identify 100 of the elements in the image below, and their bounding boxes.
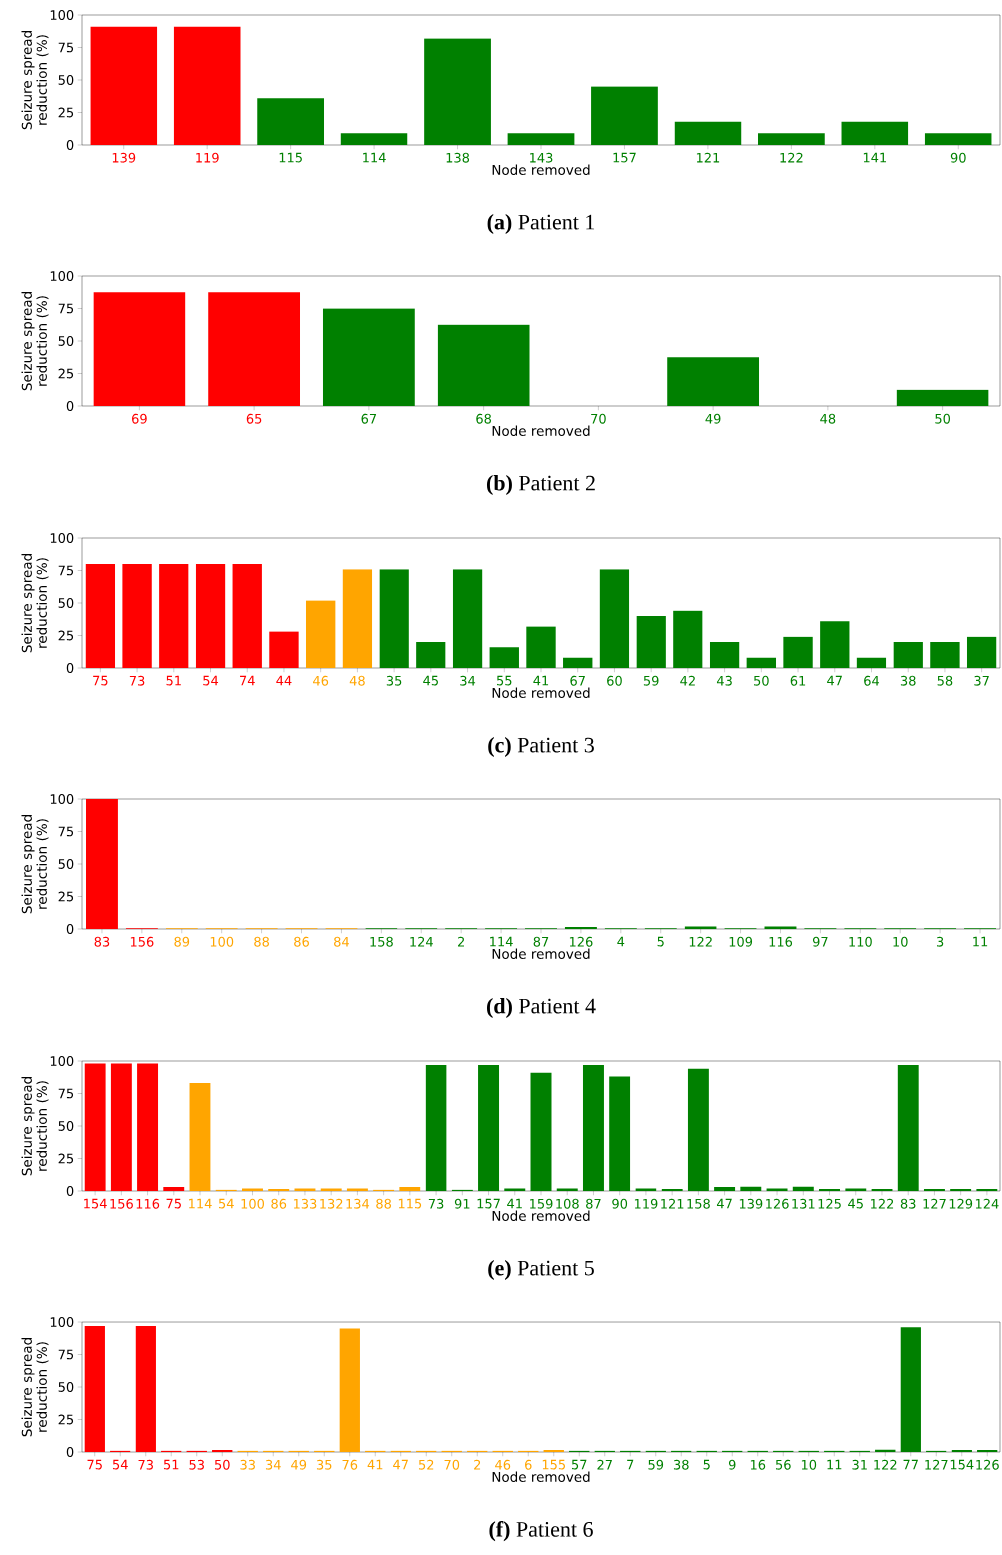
x-tick-label: 83 xyxy=(900,1198,916,1209)
x-tick-label: 42 xyxy=(680,675,695,686)
y-tick-label: 25 xyxy=(58,1153,74,1164)
x-tick-label: 88 xyxy=(254,936,269,947)
x-axis-title: Node removed xyxy=(492,948,590,959)
x-tick-label: 116 xyxy=(769,936,793,947)
x-tick-label: 73 xyxy=(138,1459,153,1470)
x-tick-label: 156 xyxy=(130,936,154,947)
y-tick-label: 75 xyxy=(58,826,74,837)
bar xyxy=(90,26,158,146)
y-tick-label: 25 xyxy=(58,368,74,379)
x-tick-label: 75 xyxy=(87,1459,102,1470)
x-tick-label: 138 xyxy=(446,152,470,163)
x-tick-label: 114 xyxy=(189,1198,212,1209)
x-tick-label: 9 xyxy=(728,1459,736,1470)
x-tick-label: 76 xyxy=(342,1459,358,1470)
bar xyxy=(137,1063,159,1192)
x-tick-label: 35 xyxy=(386,675,402,686)
x-tick-label: 90 xyxy=(612,1198,628,1209)
x-tick-label: 51 xyxy=(166,675,181,686)
y-tick-label: 0 xyxy=(66,663,74,673)
x-tick-label: 87 xyxy=(533,936,549,947)
x-tick-label: 133 xyxy=(293,1198,317,1209)
x-tick-label: 114 xyxy=(363,152,386,163)
y-tick-label: 25 xyxy=(58,1414,74,1425)
x-tick-label: 141 xyxy=(863,152,887,163)
x-tick-label: 43 xyxy=(716,675,732,686)
bar xyxy=(673,610,703,669)
y-axis-title: Seizure spread reduction (%) xyxy=(21,1338,49,1437)
x-tick-label: 50 xyxy=(935,413,951,424)
x-tick-label: 70 xyxy=(591,413,606,424)
x-tick-label: 60 xyxy=(607,675,622,686)
x-tick-label: 67 xyxy=(361,413,377,424)
x-tick-label: 41 xyxy=(533,675,549,686)
x-tick-label: 49 xyxy=(705,413,721,424)
bar xyxy=(320,1188,342,1192)
x-tick-label: 75 xyxy=(166,1198,181,1209)
y-tick-label: 50 xyxy=(58,75,74,85)
x-tick-label: 57 xyxy=(571,1459,587,1470)
x-tick-label: 68 xyxy=(476,413,492,424)
bar xyxy=(189,1083,211,1192)
y-tick-label: 100 xyxy=(50,533,74,543)
x-tick-label: 100 xyxy=(210,936,234,947)
bar xyxy=(582,1064,604,1192)
x-tick-label: 55 xyxy=(497,675,512,686)
bar xyxy=(609,1076,631,1192)
y-tick-label: 0 xyxy=(66,140,74,150)
x-tick-label: 38 xyxy=(900,675,916,686)
y-tick-label: 0 xyxy=(66,1447,74,1457)
y-tick-label: 50 xyxy=(58,1382,74,1392)
x-tick-label: 154 xyxy=(84,1198,107,1209)
x-tick-label: 156 xyxy=(110,1198,133,1209)
y-tick-label: 25 xyxy=(58,891,74,902)
x-tick-label: 51 xyxy=(163,1459,179,1470)
y-tick-label: 75 xyxy=(58,1088,74,1099)
x-tick-label: 3 xyxy=(936,936,944,947)
bar xyxy=(305,600,336,669)
y-axis-title: Seizure spread reduction (%) xyxy=(21,815,49,914)
bar xyxy=(714,1187,736,1192)
text: (e) Patient 5 xyxy=(488,1260,594,1280)
bar xyxy=(232,564,262,669)
bar xyxy=(820,621,850,669)
bar xyxy=(636,616,666,669)
bar xyxy=(437,324,530,407)
bar xyxy=(346,1188,368,1192)
bar xyxy=(897,1064,919,1192)
x-axis-title: Node removed xyxy=(492,1471,590,1482)
x-tick-label: 48 xyxy=(349,675,365,686)
x-tick-label: 122 xyxy=(689,936,712,947)
y-axis-title: Seizure spread reduction (%) xyxy=(21,292,49,391)
x-tick-label: 97 xyxy=(812,936,828,947)
x-tick-label: 109 xyxy=(729,936,753,947)
bar xyxy=(84,1325,105,1453)
y-axis-title: Seizure spread reduction (%) xyxy=(21,31,49,130)
bar xyxy=(122,564,152,669)
x-tick-label: 124 xyxy=(410,936,433,947)
y-tick-label: 50 xyxy=(58,336,74,346)
x-tick-label: 47 xyxy=(393,1459,408,1470)
x-tick-label: 122 xyxy=(871,1198,894,1209)
bar xyxy=(556,1188,578,1192)
bar xyxy=(269,631,299,669)
bar xyxy=(764,926,797,930)
x-tick-label: 91 xyxy=(454,1198,470,1209)
bar xyxy=(893,642,923,669)
x-tick-label: 154 xyxy=(950,1459,974,1470)
x-tick-label: 44 xyxy=(276,675,292,686)
bar xyxy=(135,1325,156,1453)
x-tick-label: 122 xyxy=(780,152,803,163)
bar xyxy=(667,357,760,407)
x-tick-label: 119 xyxy=(196,152,219,163)
bar xyxy=(424,38,491,146)
x-tick-label: 54 xyxy=(112,1459,128,1470)
bar xyxy=(591,86,658,146)
bar xyxy=(416,642,446,669)
bar xyxy=(489,647,519,669)
y-tick-label: 100 xyxy=(50,271,74,281)
bar xyxy=(173,26,241,146)
x-tick-label: 158 xyxy=(370,936,393,947)
y-tick-label: 75 xyxy=(58,1349,74,1360)
x-tick-label: 11 xyxy=(973,936,988,947)
